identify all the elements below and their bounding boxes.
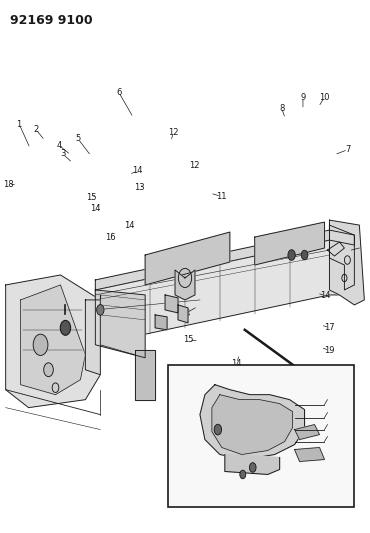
Polygon shape bbox=[329, 220, 364, 305]
Polygon shape bbox=[155, 315, 167, 330]
Polygon shape bbox=[135, 350, 155, 400]
Text: 16: 16 bbox=[105, 233, 116, 242]
Text: 6: 6 bbox=[116, 87, 121, 96]
Circle shape bbox=[288, 250, 295, 260]
Text: 18: 18 bbox=[3, 180, 14, 189]
Polygon shape bbox=[329, 225, 354, 290]
Text: 2: 2 bbox=[33, 125, 38, 134]
Text: 12: 12 bbox=[168, 128, 178, 137]
Text: 3: 3 bbox=[60, 149, 65, 158]
Text: 92169 9100: 92169 9100 bbox=[10, 14, 92, 27]
Polygon shape bbox=[21, 285, 85, 394]
Polygon shape bbox=[295, 448, 324, 462]
Polygon shape bbox=[200, 385, 305, 459]
Polygon shape bbox=[295, 425, 319, 440]
Circle shape bbox=[240, 470, 246, 479]
Text: 15: 15 bbox=[86, 193, 96, 202]
Circle shape bbox=[44, 363, 53, 377]
Text: 4: 4 bbox=[56, 141, 61, 150]
Bar bbox=[168, 365, 354, 507]
Polygon shape bbox=[6, 275, 100, 408]
Text: 5: 5 bbox=[75, 134, 81, 143]
Circle shape bbox=[214, 424, 222, 435]
Text: 17: 17 bbox=[324, 323, 335, 332]
Text: 14: 14 bbox=[231, 359, 242, 368]
Text: 14: 14 bbox=[124, 221, 134, 230]
Polygon shape bbox=[85, 300, 100, 375]
Circle shape bbox=[60, 320, 71, 335]
Polygon shape bbox=[145, 232, 230, 285]
Polygon shape bbox=[95, 230, 354, 290]
Polygon shape bbox=[165, 295, 178, 313]
Text: 19: 19 bbox=[324, 346, 335, 355]
Circle shape bbox=[97, 304, 104, 315]
Polygon shape bbox=[95, 290, 145, 358]
Polygon shape bbox=[175, 270, 195, 300]
Text: 10: 10 bbox=[319, 93, 330, 102]
Text: 9: 9 bbox=[300, 93, 306, 102]
Polygon shape bbox=[255, 222, 324, 265]
Text: 14: 14 bbox=[132, 166, 143, 175]
Text: 15: 15 bbox=[184, 335, 194, 344]
Circle shape bbox=[249, 463, 256, 472]
Text: 12: 12 bbox=[189, 161, 199, 170]
Polygon shape bbox=[178, 305, 188, 323]
Circle shape bbox=[33, 334, 48, 356]
Text: 8: 8 bbox=[279, 103, 284, 112]
Circle shape bbox=[301, 251, 308, 260]
Text: 13: 13 bbox=[134, 183, 144, 192]
Text: 14: 14 bbox=[320, 291, 331, 300]
Polygon shape bbox=[225, 455, 280, 474]
Text: 14: 14 bbox=[181, 309, 191, 318]
Polygon shape bbox=[95, 240, 354, 345]
Text: 7: 7 bbox=[345, 145, 351, 154]
Text: 14: 14 bbox=[91, 204, 101, 213]
Text: 1: 1 bbox=[17, 119, 22, 128]
Polygon shape bbox=[212, 394, 293, 455]
Text: 11: 11 bbox=[216, 192, 226, 201]
